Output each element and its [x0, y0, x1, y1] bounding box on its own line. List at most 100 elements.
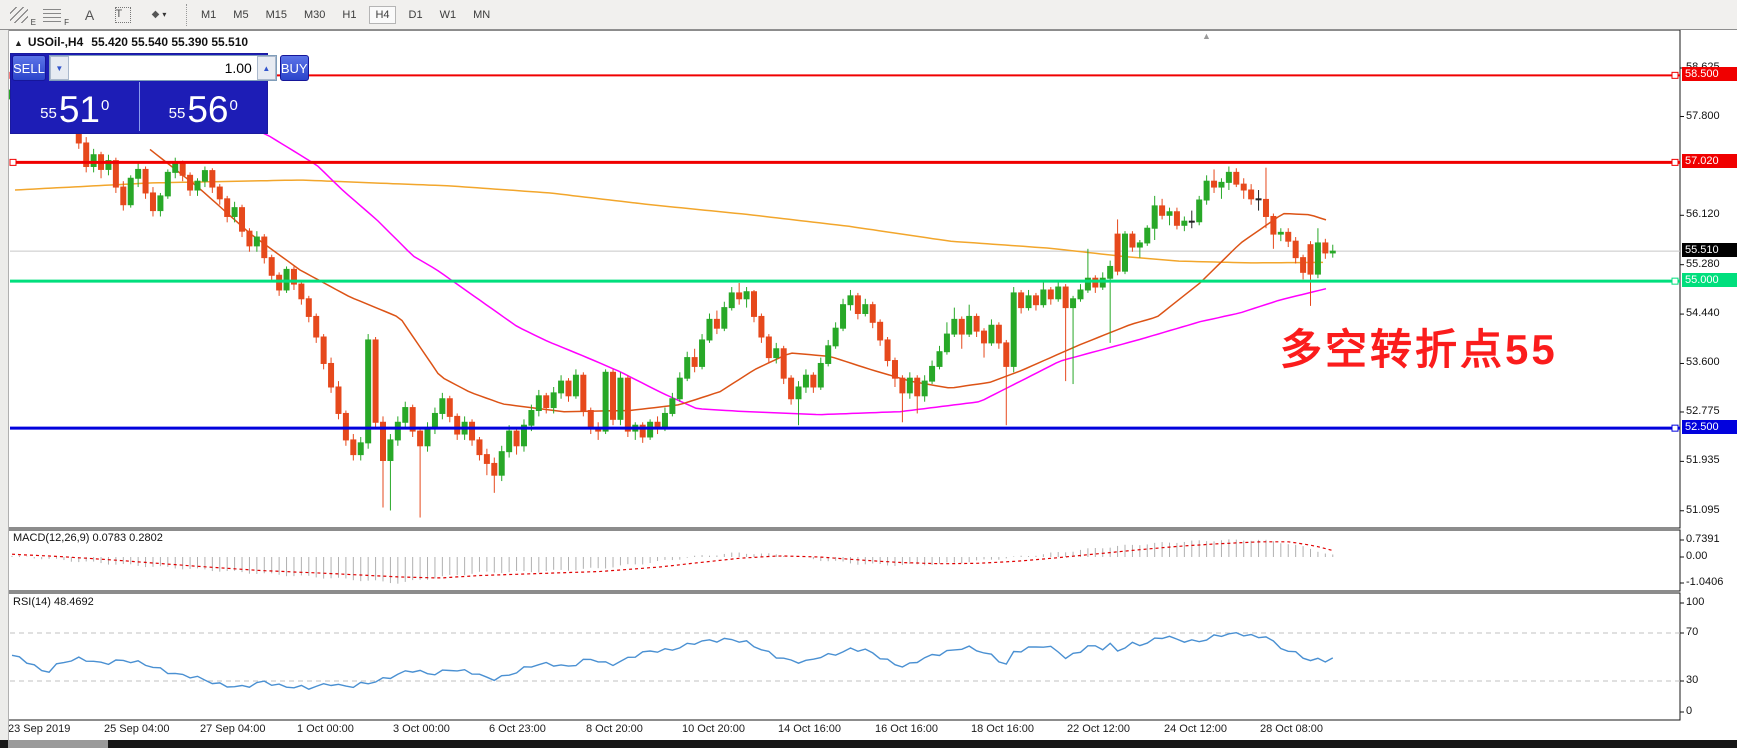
- candle-body: [105, 160, 112, 170]
- volume-down-icon[interactable]: ▼: [49, 56, 69, 80]
- candle-body: [261, 236, 268, 259]
- level-endpoint-handle[interactable]: [1671, 277, 1679, 285]
- candle-body: [1322, 242, 1329, 254]
- level-endpoint-handle[interactable]: [9, 158, 17, 166]
- candle-body: [639, 424, 646, 438]
- candle-body: [1329, 250, 1336, 254]
- text-label-icon[interactable]: A: [84, 6, 95, 23]
- rsi-pane[interactable]: [7, 592, 1681, 721]
- timeframe-m1-button[interactable]: M1: [201, 8, 217, 21]
- volume-stepper: ▼ ▲: [48, 55, 277, 81]
- candle-body: [884, 339, 891, 362]
- timeframe-d1-button[interactable]: D1: [408, 8, 423, 21]
- candle-body: [1314, 242, 1321, 275]
- candle-body: [83, 142, 90, 167]
- text-box-icon[interactable]: T: [109, 4, 136, 26]
- buy-button[interactable]: BUY: [279, 55, 309, 81]
- candle-body: [172, 163, 179, 173]
- candle-body: [1032, 295, 1039, 306]
- candle-body: [201, 170, 208, 182]
- candle-body: [90, 154, 97, 167]
- candle-body: [520, 424, 527, 447]
- price-level-badge: 58.500: [1682, 67, 1737, 82]
- date-axis-label: 27 Sep 04:00: [200, 723, 266, 735]
- chart-shift-marker-icon[interactable]: ▲: [1202, 31, 1211, 41]
- candle-body: [350, 439, 357, 456]
- candle-body: [1136, 242, 1143, 248]
- candle-body: [1025, 295, 1032, 309]
- candle-body: [1070, 298, 1077, 309]
- candle-body: [847, 295, 854, 306]
- candle-body: [1240, 183, 1247, 191]
- candle-body: [869, 304, 876, 323]
- volume-up-icon[interactable]: ▲: [256, 56, 276, 80]
- candle-body: [535, 395, 542, 412]
- window-resize-grip[interactable]: [8, 740, 108, 748]
- collapse-arrow-icon[interactable]: ▲: [14, 38, 23, 48]
- candle-body: [446, 398, 453, 417]
- candle-body: [580, 374, 587, 412]
- candle-body: [320, 336, 327, 364]
- candle-body: [528, 410, 535, 426]
- price-axis-tick: 56.120: [1686, 208, 1720, 221]
- candle-body: [832, 327, 839, 347]
- candle-body: [943, 333, 950, 353]
- candle-body: [239, 207, 246, 232]
- candle-body: [802, 374, 809, 388]
- candle-body: [157, 195, 164, 212]
- date-axis-label: 8 Oct 20:00: [586, 723, 643, 735]
- candle-body: [402, 407, 409, 423]
- candle-body: [506, 430, 513, 453]
- candle-body: [305, 298, 312, 317]
- timeframe-mn-button[interactable]: MN: [473, 8, 491, 21]
- chart-header: ▲ USOil-,H4 55.420 55.540 55.390 55.510: [14, 35, 248, 49]
- candle-body: [773, 348, 780, 359]
- candle-body: [1122, 233, 1128, 272]
- candle-body: [1077, 289, 1084, 300]
- candle-body: [268, 257, 275, 276]
- candle-body: [921, 380, 928, 397]
- fibonacci-icon[interactable]: F: [43, 4, 70, 27]
- candle-body: [1255, 198, 1262, 201]
- buy-price-quote[interactable]: 55 56 0: [140, 82, 268, 131]
- candle-body: [810, 374, 817, 388]
- date-axis-label: 22 Oct 12:00: [1067, 723, 1130, 735]
- current-price-badge: 55.510: [1682, 243, 1737, 258]
- toolbar: E F A T ◆ ▾ M1 M5 M15 M30 H1 H4 D1 W1 MN: [0, 0, 1737, 30]
- candle-body: [906, 377, 913, 394]
- arrow-objects-icon[interactable]: ◆ ▾: [151, 9, 167, 20]
- equidistant-channel-icon[interactable]: E: [10, 4, 37, 27]
- candle-body: [788, 377, 795, 400]
- timeframe-m15-button[interactable]: M15: [265, 8, 287, 21]
- candle-body: [914, 377, 921, 397]
- sell-button[interactable]: SELL: [12, 55, 46, 81]
- macd-pane[interactable]: [7, 529, 1681, 592]
- sell-price-quote[interactable]: 55 51 0: [11, 82, 140, 131]
- candle-body: [513, 430, 520, 447]
- volume-input[interactable]: [68, 56, 257, 80]
- candle-body: [981, 330, 988, 344]
- candle-body: [1248, 189, 1255, 200]
- candle-body: [1285, 231, 1292, 242]
- timeframe-h1-button[interactable]: H1: [342, 8, 357, 21]
- timeframe-w1-button[interactable]: W1: [439, 8, 457, 21]
- candle-body: [1270, 215, 1277, 235]
- sell-price-sup: 0: [101, 97, 110, 114]
- timeframe-m5-button[interactable]: M5: [233, 8, 249, 21]
- candle-body: [187, 174, 194, 191]
- candle-body: [543, 395, 550, 409]
- level-endpoint-handle[interactable]: [1671, 158, 1679, 166]
- timeframe-h4-button[interactable]: H4: [369, 5, 396, 24]
- candle-body: [602, 371, 609, 432]
- candle-body: [1047, 289, 1054, 300]
- buy-price-main: 56: [187, 89, 229, 130]
- date-axis-label: 16 Oct 16:00: [875, 723, 938, 735]
- candle-body: [936, 351, 943, 367]
- candle-body: [795, 386, 802, 400]
- timeframe-m30-button[interactable]: M30: [303, 8, 326, 21]
- level-endpoint-handle[interactable]: [1671, 71, 1679, 79]
- level-endpoint-handle[interactable]: [1671, 424, 1679, 432]
- candle-body: [1129, 233, 1136, 248]
- sell-price-main: 51: [58, 89, 100, 130]
